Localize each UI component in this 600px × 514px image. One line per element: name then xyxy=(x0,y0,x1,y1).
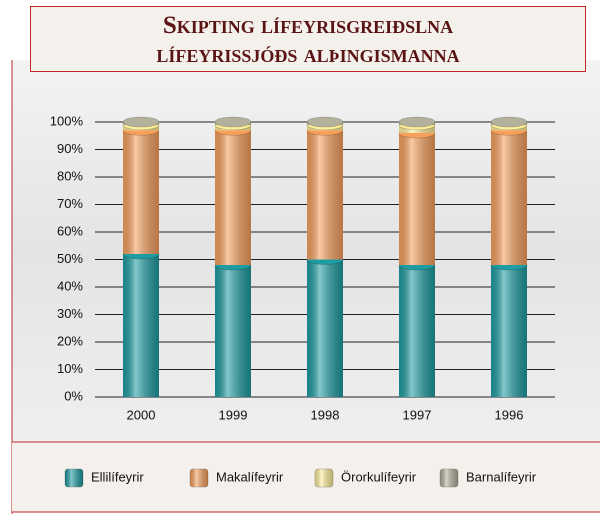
bar-shine xyxy=(491,130,527,265)
bar-shine xyxy=(491,265,527,397)
bar-cap xyxy=(398,116,436,128)
x-tick-label: 1998 xyxy=(311,407,340,422)
bar-shine xyxy=(215,265,251,397)
y-tick-label: 0% xyxy=(64,388,83,403)
x-tick-label: 2000 xyxy=(127,407,156,422)
legend-label: Barnalífeyrir xyxy=(466,469,537,484)
bar-cap xyxy=(122,116,160,128)
y-tick-label: 70% xyxy=(57,196,83,211)
y-tick-label: 50% xyxy=(57,251,83,266)
x-tick-label: 1999 xyxy=(219,407,248,422)
y-tick-label: 40% xyxy=(57,278,83,293)
y-tick-label: 90% xyxy=(57,141,83,156)
bar-shine xyxy=(215,130,251,265)
y-tick-label: 100% xyxy=(50,113,84,128)
legend-shine xyxy=(190,469,208,487)
bar-cap xyxy=(214,116,252,128)
y-tick-label: 20% xyxy=(57,333,83,348)
legend-label: Ellilífeyrir xyxy=(91,469,144,484)
x-tick-label: 1996 xyxy=(495,407,524,422)
legend-box xyxy=(12,442,600,512)
y-tick-label: 10% xyxy=(57,361,83,376)
legend-label: Makalífeyrir xyxy=(216,469,284,484)
bar-cap xyxy=(306,116,344,128)
bar-shine xyxy=(123,130,159,254)
y-tick-label: 30% xyxy=(57,306,83,321)
y-tick-label: 60% xyxy=(57,223,83,238)
x-tick-label: 1997 xyxy=(403,407,432,422)
legend-shine xyxy=(315,469,333,487)
legend-shine xyxy=(440,469,458,487)
bar-shine xyxy=(123,254,159,397)
bar-shine xyxy=(307,130,343,260)
bar-shine xyxy=(399,265,435,397)
y-tick-label: 80% xyxy=(57,168,83,183)
bar-shine xyxy=(307,259,343,397)
bar-shine xyxy=(399,133,435,265)
bar-cap xyxy=(490,116,528,128)
chart-title: Skipting lífeyrisgreiðslna lífeyrissjóðs… xyxy=(30,6,586,72)
legend-label: Örorkulífeyrir xyxy=(341,469,417,484)
legend-shine xyxy=(65,469,83,487)
